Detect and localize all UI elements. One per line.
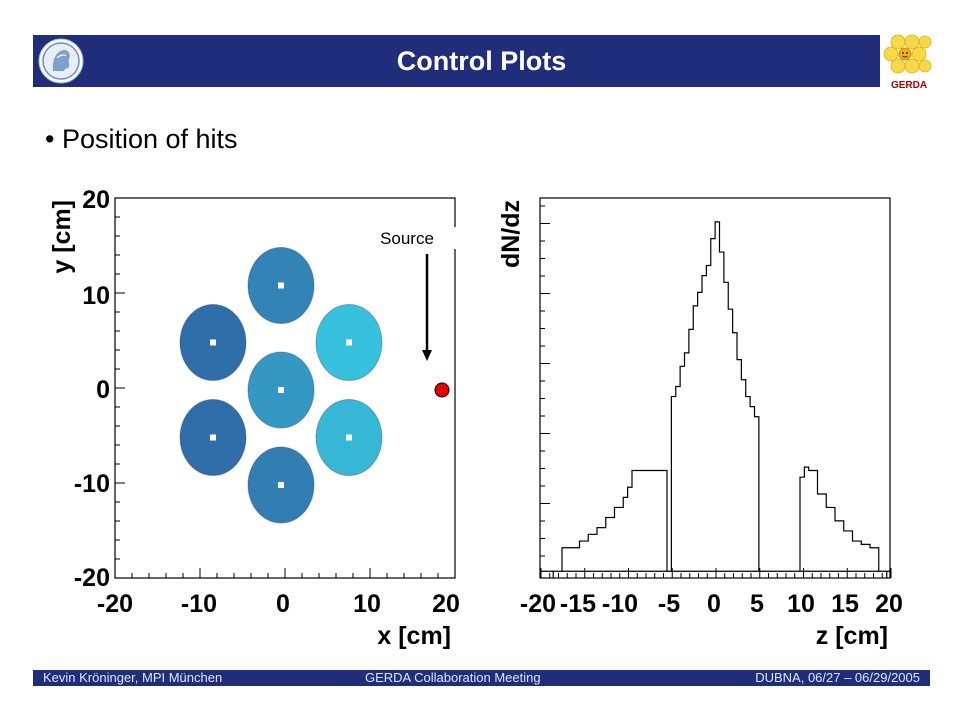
x-tick-label: -20 [97, 590, 133, 618]
z-tick-label: 10 [787, 590, 815, 618]
detector-group [179, 247, 383, 524]
source-label: Source [380, 229, 434, 248]
source-marker [434, 382, 450, 398]
detector-bore [210, 339, 216, 346]
z-tick-label: 20 [875, 590, 903, 618]
source-arrowhead [422, 350, 432, 361]
x-axis-label: x [cm] [377, 622, 451, 650]
detector-bore [278, 482, 284, 488]
bullet-text: Position of hits [61, 124, 238, 154]
y-tick-label: -10 [74, 470, 110, 498]
gerda-logo-text: GERDA [890, 80, 928, 91]
y-tick-label: 10 [82, 282, 110, 310]
gerda-logo: GERDA [880, 34, 936, 92]
page-title: Control Plots [396, 46, 567, 76]
z-tick-label: -10 [602, 590, 638, 618]
x-tick-label: 20 [432, 590, 460, 618]
flower-icon [883, 34, 932, 74]
detector-bore [346, 339, 352, 346]
source-label-box [366, 227, 456, 249]
x-axis-label: z [cm] [816, 622, 888, 650]
z-tick-label: -15 [560, 590, 596, 618]
y-axis-label: y [cm] [48, 200, 76, 274]
z-tick-label: -20 [520, 590, 556, 618]
xy-minor-ticks [114, 197, 456, 579]
detector-bore [278, 387, 284, 393]
y-tick-label: -20 [74, 564, 110, 592]
y-tick-label: 20 [82, 186, 110, 214]
x-tick-label: -10 [181, 590, 217, 618]
detector-bore [278, 282, 284, 289]
max-planck-logo-icon [38, 38, 84, 84]
detector-bore [210, 434, 216, 441]
x-tick-label: 10 [353, 590, 381, 618]
z-tick-label: 5 [750, 590, 764, 618]
footer-meeting: GERDA Collaboration Meeting [365, 670, 541, 685]
footer-date: DUBNA, 06/27 – 06/29/2005 [755, 670, 920, 685]
y-tick-label: 0 [96, 376, 110, 404]
x-tick-label: 0 [276, 590, 290, 618]
z-histogram: -20 -15 -10 -5 0 5 10 15 20 z [cm] dN/dz [497, 197, 903, 650]
footer-bar: Kevin Kröninger, MPI München GERDA Colla… [33, 670, 930, 686]
histogram-line [540, 221, 890, 578]
y-axis-label: dN/dz [497, 200, 525, 268]
title-bar: Control Plots [33, 35, 930, 87]
z-tick-label: 15 [831, 590, 859, 618]
z-minor-ticks [540, 205, 892, 578]
footer-author: Kevin Kröninger, MPI München [43, 670, 223, 685]
xy-hit-map: Source 20 10 0 -10 -20 -20 -10 0 10 20 x… [48, 186, 460, 650]
z-plot-frame [539, 197, 891, 579]
bullet-point: • Position of hits [45, 124, 238, 154]
detector-bore [346, 434, 352, 441]
z-tick-label: -5 [658, 590, 680, 618]
z-tick-label: 0 [707, 590, 721, 618]
